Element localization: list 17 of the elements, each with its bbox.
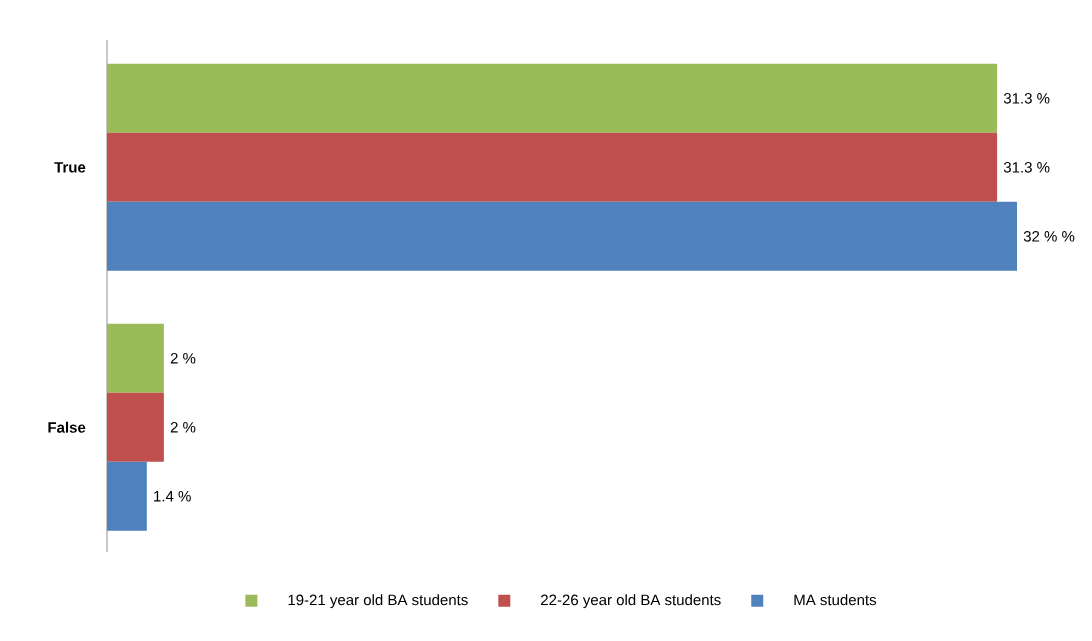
y-tick-label: True xyxy=(54,162,86,173)
data-label: 31.3 % xyxy=(1003,162,1050,173)
bar xyxy=(107,392,164,462)
bar xyxy=(107,201,1018,271)
data-label: 2 % xyxy=(170,352,196,364)
bar xyxy=(107,132,998,202)
legend-label: 22-26 year old BA students xyxy=(541,594,721,609)
legend-label: 19-21 year old BA students xyxy=(288,594,468,609)
bar xyxy=(107,63,998,133)
legend-label: MA students xyxy=(794,594,877,606)
data-label: 31.3 % xyxy=(1003,93,1050,104)
data-label: 32 % % xyxy=(1023,231,1075,242)
bar xyxy=(107,461,147,531)
data-label: 2 % xyxy=(170,421,196,433)
y-tick-label: False xyxy=(48,421,86,433)
bar xyxy=(107,323,164,393)
data-label: 1.4 % xyxy=(154,491,191,502)
